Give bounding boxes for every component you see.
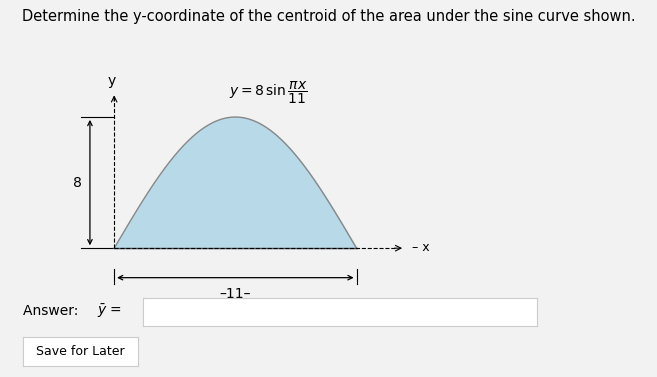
Text: i: i [151,305,156,319]
Text: 8: 8 [74,176,82,190]
Text: Answer:: Answer: [23,304,83,318]
Text: $\bar{y}$ =: $\bar{y}$ = [97,302,122,320]
Text: y: y [108,74,116,87]
Text: Determine the y-coordinate of the centroid of the area under the sine curve show: Determine the y-coordinate of the centro… [22,9,635,25]
Text: i: i [151,305,156,319]
Text: –11–: –11– [219,287,251,301]
Text: Save for Later: Save for Later [36,345,125,358]
Text: – x: – x [411,241,429,254]
Text: $y = 8\,\mathrm{sin}\,\dfrac{\pi x}{11}$: $y = 8\,\mathrm{sin}\,\dfrac{\pi x}{11}$ [229,79,307,106]
